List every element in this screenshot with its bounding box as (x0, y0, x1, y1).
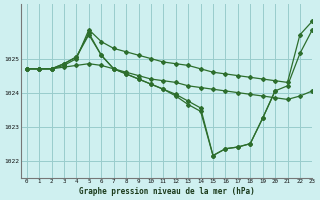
X-axis label: Graphe pression niveau de la mer (hPa): Graphe pression niveau de la mer (hPa) (79, 187, 254, 196)
